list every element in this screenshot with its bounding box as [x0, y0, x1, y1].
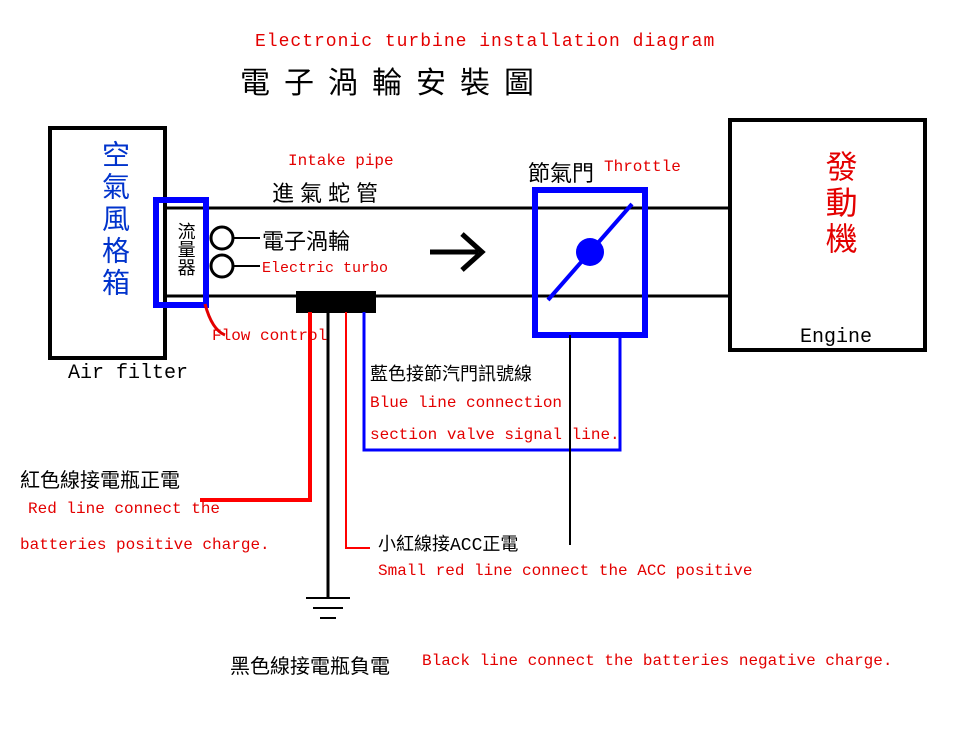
wire-red-small-en: Small red line connect the ACC positive: [378, 562, 752, 580]
engine-en: Engine: [800, 326, 872, 349]
electric-turbo-en: Electric turbo: [262, 260, 388, 277]
air-filter-en: Air filter: [68, 362, 188, 385]
intake-pipe-cn: 進氣蛇管: [272, 176, 384, 208]
electric-turbo-cn: 電子渦輪: [262, 224, 350, 256]
wire-red-main-en-2: batteries positive charge.: [20, 536, 270, 554]
flow-arrow: [430, 234, 482, 270]
wire-blue-cn: 藍色接節汽門訊號線: [370, 360, 532, 386]
intake-pipe-en: Intake pipe: [288, 152, 394, 170]
wire-blue-en-1: Blue line connection: [370, 394, 562, 412]
wire-blue-en-2: section valve signal line.: [370, 426, 620, 444]
turbo-circle-1: [211, 227, 233, 249]
throttle-en: Throttle: [604, 158, 681, 176]
engine-cn: 發動機: [808, 150, 866, 258]
wire-red-small-cn: 小紅線接ACC正電: [378, 530, 518, 556]
turbo-circle-2: [211, 255, 233, 277]
wire-black-cn: 黑色線接電瓶負電: [230, 650, 390, 680]
throttle-shaft: [548, 204, 632, 300]
wire-red-main-en-1: Red line connect the: [28, 500, 220, 518]
flow-control-cn: 流量器: [172, 222, 194, 276]
flow-control-en: Flow control: [212, 327, 327, 345]
wire-black-en: Black line connect the batteries negativ…: [422, 652, 892, 670]
wire-red-small: [346, 312, 370, 548]
connector-box: [296, 291, 376, 313]
air-filter-cn: 空氣風格箱: [90, 140, 132, 300]
throttle-cn: 節氣門: [528, 156, 594, 188]
wire-red-main-cn: 紅色線接電瓶正電: [20, 464, 180, 494]
